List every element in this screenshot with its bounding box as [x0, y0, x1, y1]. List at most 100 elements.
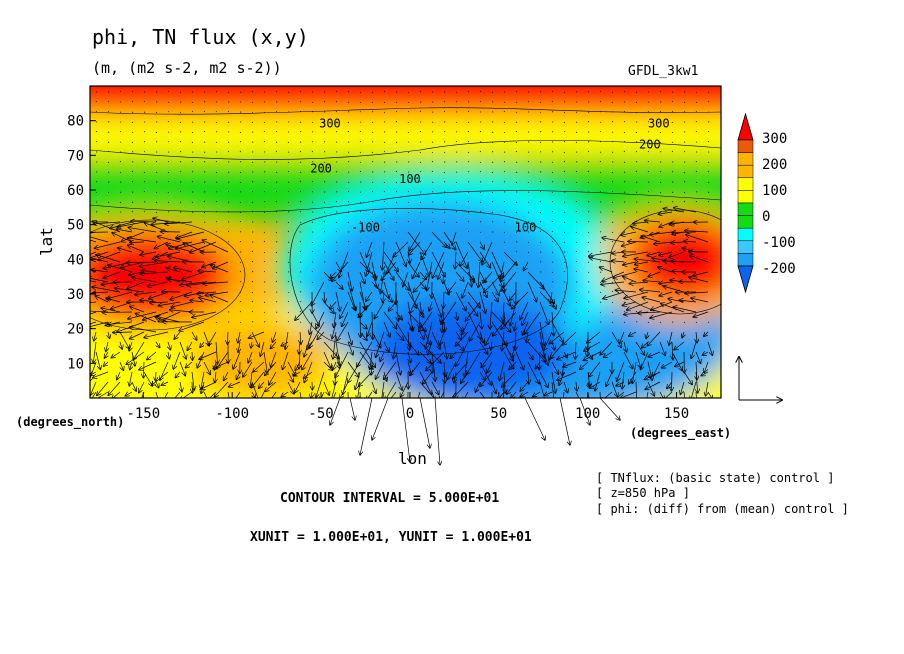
flux-vector	[143, 171, 145, 174]
flux-vector	[275, 110, 278, 113]
flux-vector	[359, 220, 362, 223]
contour-label: 200	[639, 137, 661, 151]
y-tick-label: 20	[67, 322, 84, 338]
flux-vector	[383, 150, 386, 153]
flux-vector	[192, 311, 217, 317]
flux-vector	[198, 271, 217, 272]
flux-vector	[599, 160, 601, 163]
flux-vector	[707, 101, 710, 103]
flux-vector	[512, 341, 517, 358]
flux-vector	[467, 291, 480, 308]
flux-vector	[467, 171, 470, 173]
flux-vector	[691, 381, 697, 398]
flux-vector	[358, 301, 373, 317]
flux-vector	[601, 282, 625, 285]
flux-vector	[155, 391, 159, 398]
flux-vector	[263, 191, 266, 193]
flux-vector	[208, 331, 217, 346]
flux-vector	[375, 361, 385, 379]
flux-vector	[551, 191, 554, 194]
flux-vector	[539, 111, 542, 113]
flux-vector	[425, 321, 433, 349]
flux-vector	[287, 261, 290, 263]
flux-vector	[549, 331, 565, 344]
flux-vector	[103, 271, 121, 278]
flux-vector	[644, 221, 661, 222]
flux-vector	[212, 261, 229, 269]
flux-vector	[419, 251, 429, 276]
y-tick-label: 30	[67, 287, 84, 303]
flux-vector	[467, 301, 478, 316]
flux-vector	[467, 230, 470, 233]
flux-vector	[395, 351, 400, 375]
flux-vector	[515, 331, 516, 351]
flux-vector	[707, 201, 710, 203]
flux-vector	[239, 181, 242, 184]
flux-vector	[465, 301, 481, 321]
flux-vector	[575, 200, 578, 203]
flux-vector	[239, 291, 241, 294]
flux-vector	[334, 311, 336, 327]
flux-vector	[155, 191, 158, 193]
flux-vector	[260, 391, 265, 398]
flux-vector	[691, 298, 709, 303]
flux-vector	[299, 201, 302, 203]
flux-vector	[383, 101, 386, 104]
flux-vector	[611, 181, 614, 183]
flux-vector	[419, 311, 420, 328]
flux-vector	[479, 90, 482, 93]
flux-vector	[491, 200, 494, 203]
flux-vector	[683, 391, 686, 398]
flux-vector	[174, 267, 193, 273]
flux-vector	[295, 301, 313, 320]
flux-vector	[647, 321, 650, 324]
flux-vector	[299, 180, 301, 183]
x-axis: -150 -100 -50 0 50 100 150	[126, 392, 689, 422]
flux-vector	[119, 171, 122, 173]
flux-vector	[671, 121, 674, 124]
flux-vector	[624, 311, 649, 315]
flux-vector	[239, 271, 242, 273]
flux-vector	[311, 251, 314, 253]
flux-vector	[275, 261, 278, 263]
flux-vector	[491, 181, 494, 183]
flux-vector	[647, 170, 649, 173]
y-unit-label: (degrees_north)	[16, 415, 124, 430]
flux-vector	[239, 240, 242, 243]
flux-vector	[265, 361, 277, 375]
colorbar-band	[737, 139, 754, 153]
flux-vector	[93, 341, 97, 363]
flux-vector	[611, 281, 613, 284]
flux-vector	[589, 361, 601, 377]
flux-vector	[671, 150, 674, 153]
flux-vector	[629, 371, 637, 384]
flux-vector	[294, 381, 301, 393]
flux-vector	[311, 111, 314, 113]
flux-vector	[179, 281, 205, 285]
flux-vector	[440, 391, 445, 398]
flux-vector	[367, 391, 373, 398]
flux-vector	[263, 251, 266, 254]
flux-vector	[253, 361, 265, 372]
flux-vector	[108, 321, 133, 325]
flux-vector	[130, 306, 145, 313]
flux-vector	[479, 331, 484, 343]
flux-vector	[203, 282, 229, 284]
flux-vector	[251, 280, 254, 283]
flux-vector	[491, 381, 496, 393]
flux-vector	[482, 241, 493, 265]
flux-vector	[636, 381, 637, 398]
flux-vector	[282, 351, 289, 369]
flux-vector	[131, 201, 134, 203]
flux-vector	[611, 321, 614, 324]
flux-vector	[395, 271, 409, 290]
flux-vector	[671, 222, 697, 223]
flux-vector	[467, 271, 475, 283]
flux-vector	[503, 141, 506, 143]
flux-vector	[615, 290, 637, 292]
flux-vector	[333, 361, 336, 370]
flux-vector	[177, 231, 205, 239]
flux-vector	[330, 271, 337, 278]
flux-vector	[575, 210, 577, 213]
flux-vector	[251, 121, 253, 124]
